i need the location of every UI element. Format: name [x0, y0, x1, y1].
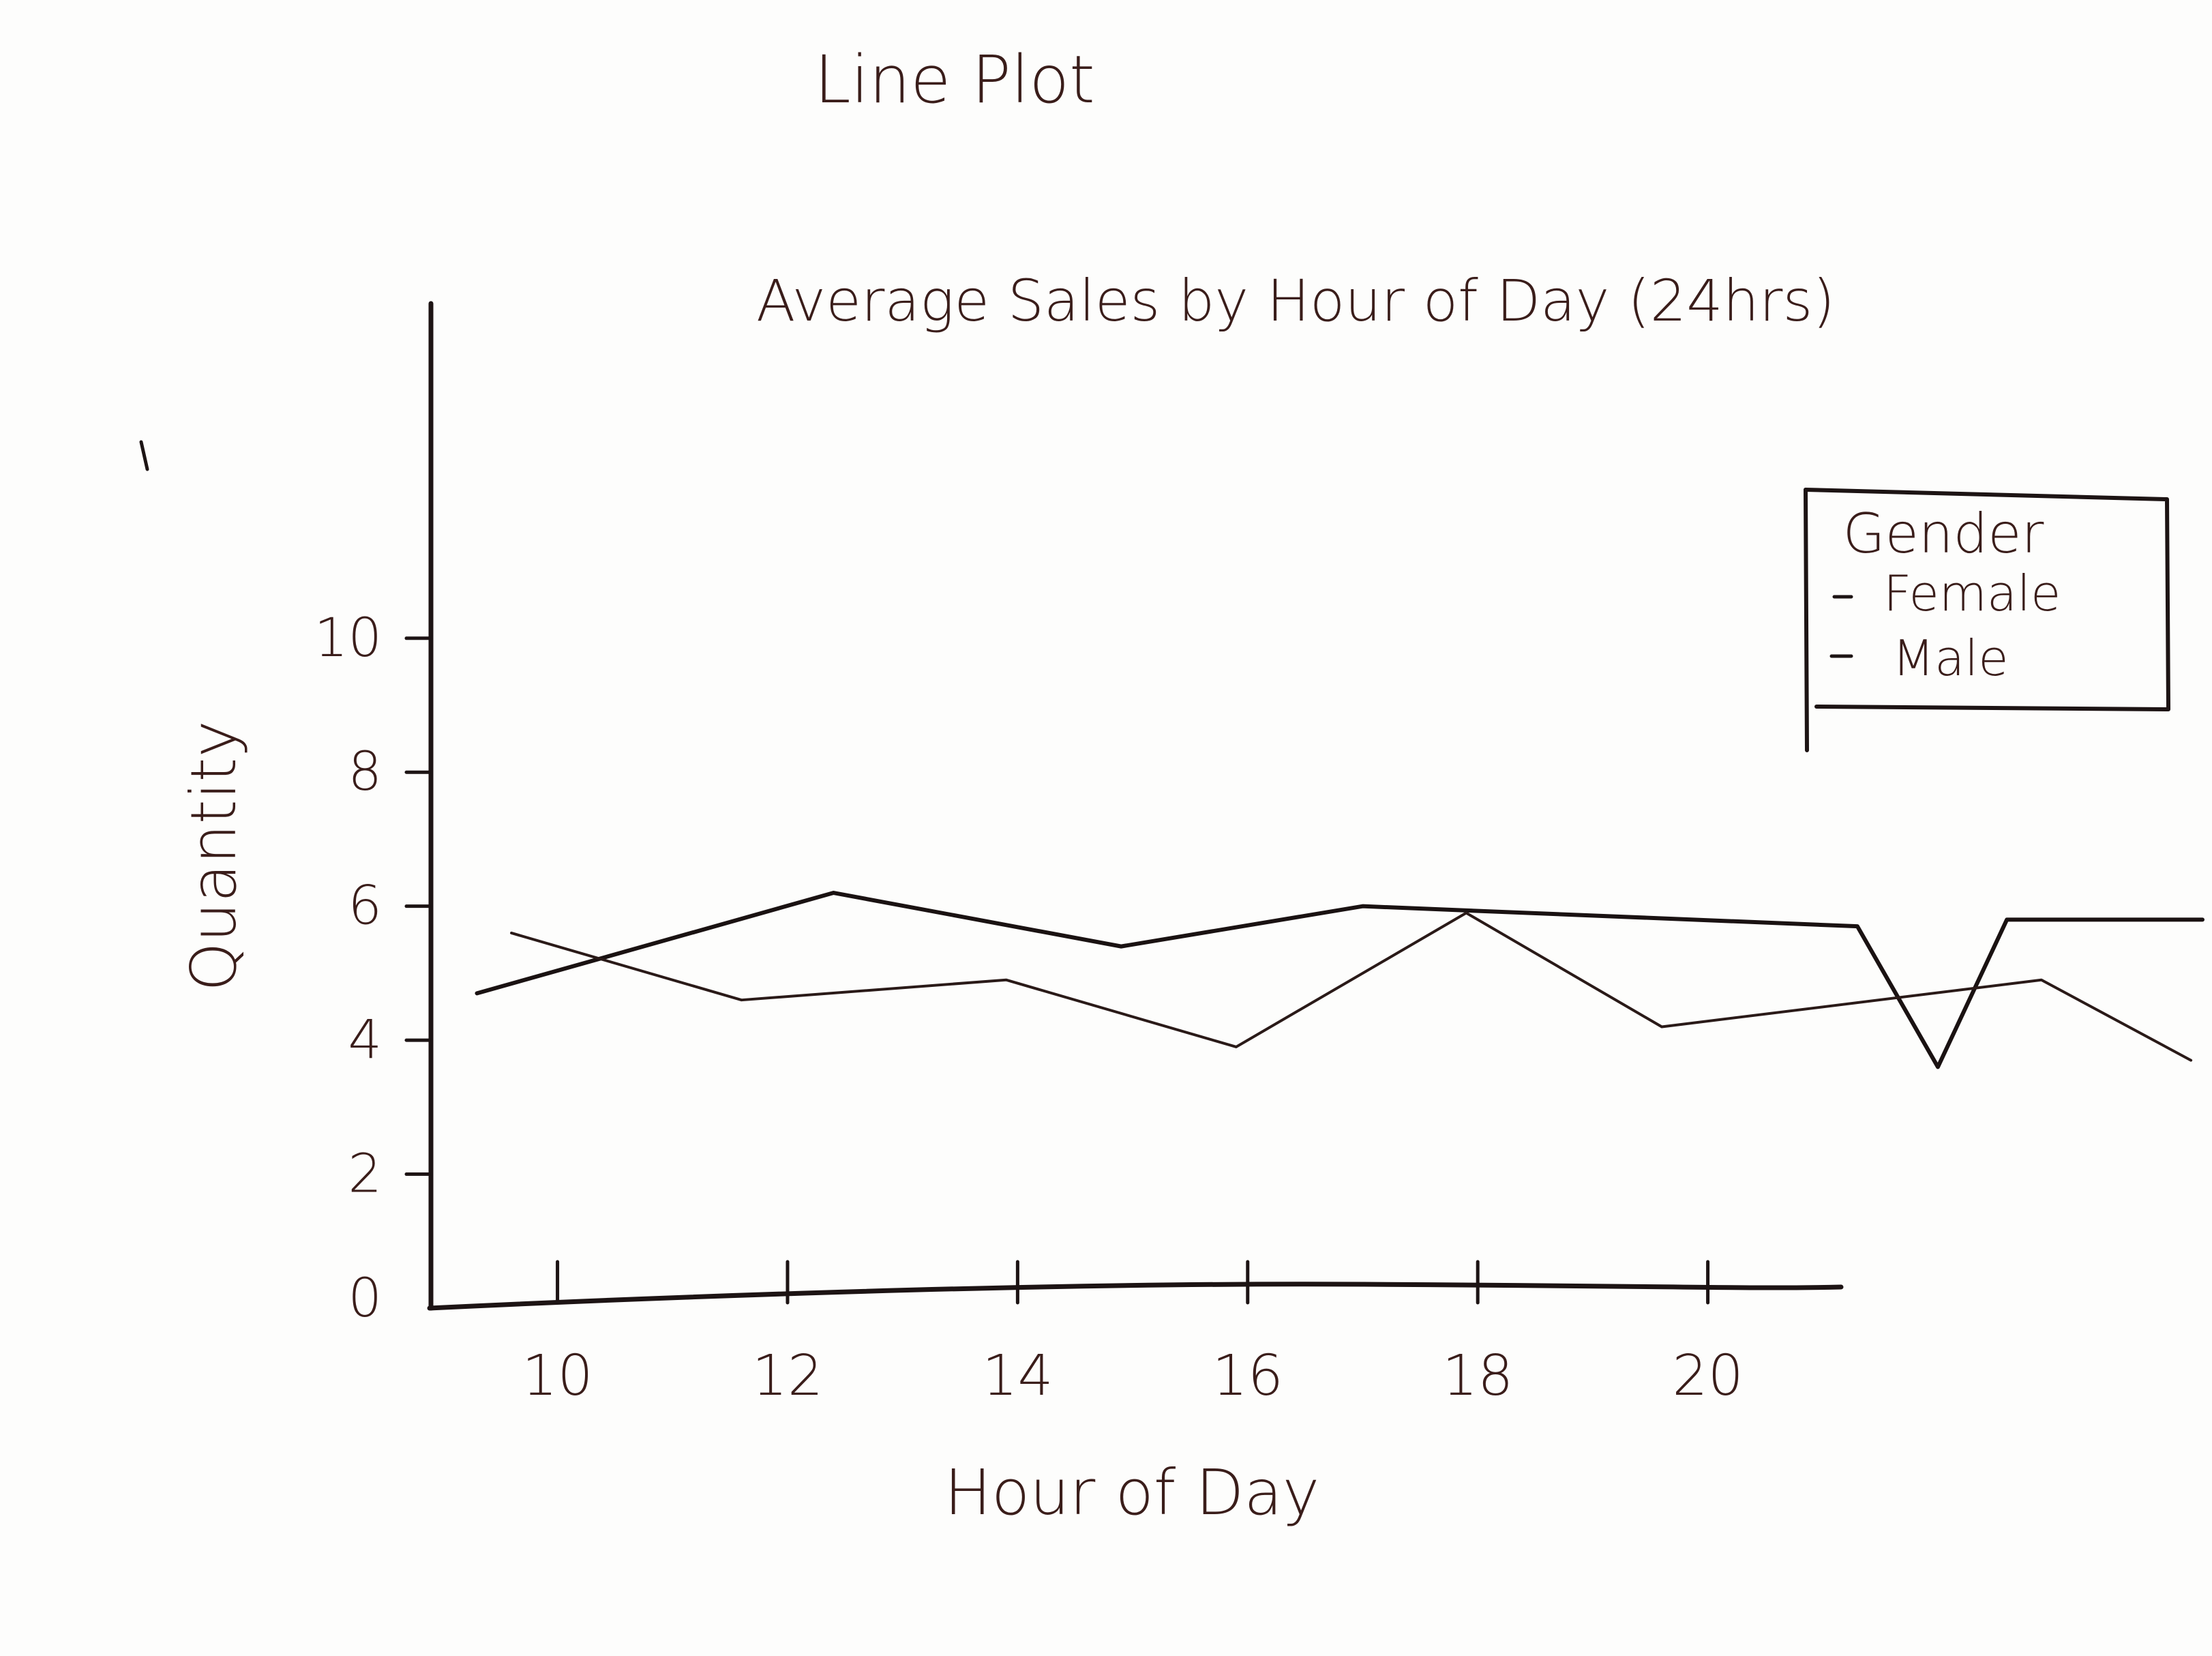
- y-tick-label-4: 4: [348, 1009, 382, 1071]
- legend: Gender Female Male: [1804, 488, 2170, 752]
- y-tick-label-10: 10: [314, 608, 382, 669]
- x-tick-label-12: 12: [752, 1344, 823, 1408]
- x-tick-label-18: 18: [1442, 1344, 1513, 1408]
- tick-label-group: 0 2 4 6 8 10 10 12 14 16 18 20: [314, 608, 1744, 1408]
- x-tick-label-10: 10: [522, 1344, 593, 1408]
- chart-title: Average Sales by Hour of Day (24hrs): [756, 267, 1835, 334]
- series-layer: [475, 891, 2204, 1069]
- y-tick-label-0: 0: [348, 1268, 382, 1329]
- x-axis-line: [427, 1282, 1844, 1311]
- y-tick-label-2: 2: [348, 1144, 382, 1205]
- legend-box-left-edge: [1804, 488, 1809, 752]
- page-heading: Line Plot: [814, 42, 1095, 118]
- series-line-1: [475, 891, 2204, 1069]
- legend-title: Gender: [1843, 502, 2044, 565]
- tick-group: [404, 636, 1710, 1305]
- stray-mark: [139, 440, 149, 471]
- y-tick-label-6: 6: [348, 876, 382, 937]
- axes: [427, 301, 1844, 1311]
- x-tick-label-16: 16: [1212, 1344, 1283, 1408]
- legend-label-female: Female: [1883, 565, 2061, 622]
- y-axis-label: Quantity: [177, 720, 250, 992]
- x-axis-label: Hour of Day: [944, 1456, 1319, 1529]
- y-tick-label-8: 8: [348, 741, 382, 803]
- legend-box: [1804, 488, 2170, 711]
- series-line-2: [510, 911, 2193, 1062]
- x-tick-label-20: 20: [1672, 1344, 1743, 1408]
- x-tick-label-14: 14: [982, 1344, 1053, 1408]
- legend-label-male: Male: [1892, 630, 2009, 687]
